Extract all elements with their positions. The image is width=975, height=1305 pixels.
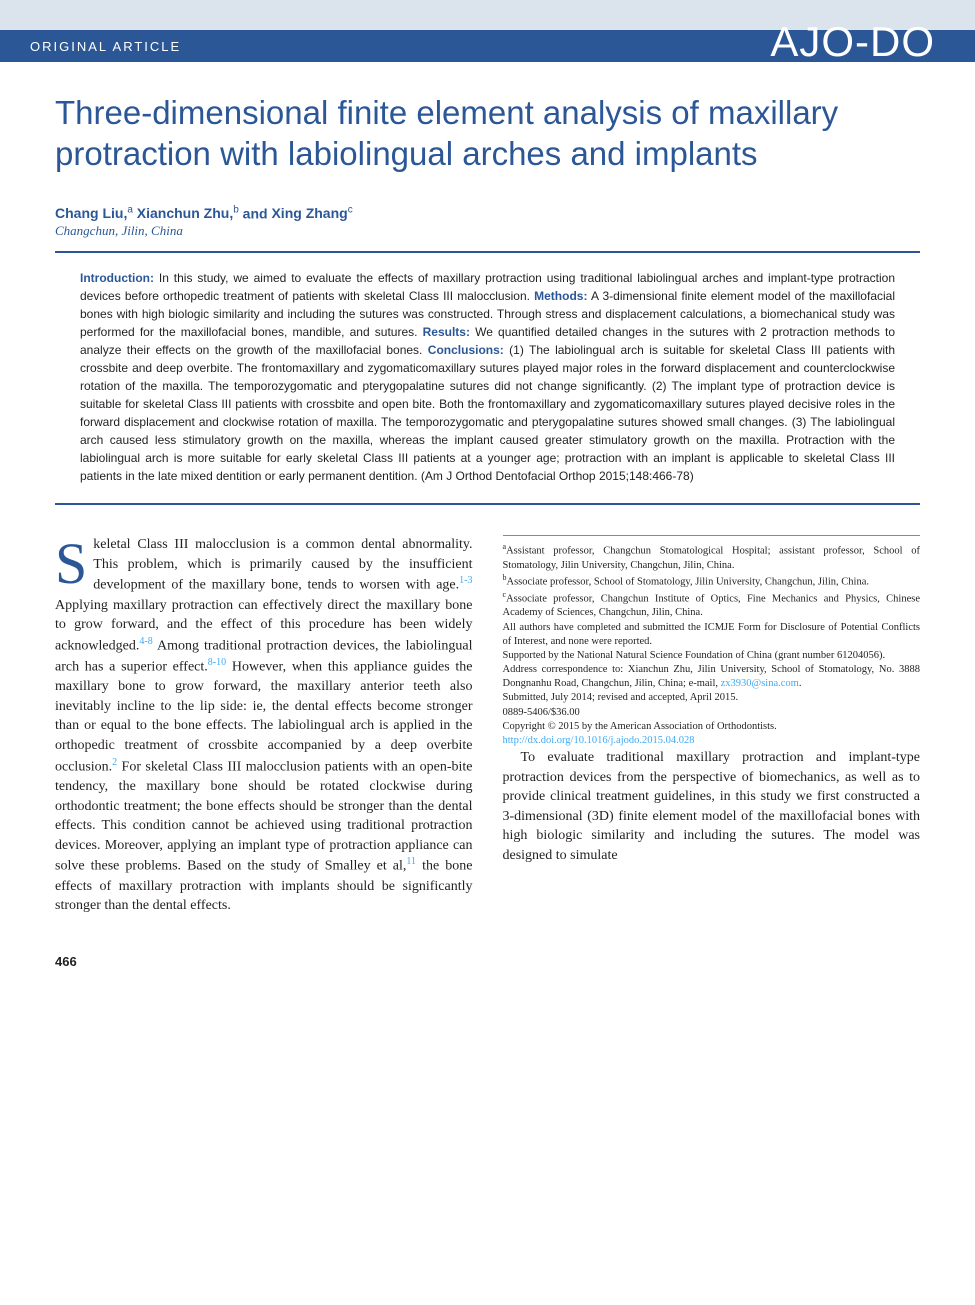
page-content: Three-dimensional finite element analysi… [0, 62, 975, 936]
footnote-c: cAssociate professor, Changchun Institut… [503, 590, 921, 621]
footnotes: aAssistant professor, Changchun Stomatol… [503, 535, 921, 748]
correspondence-email-link[interactable]: zx3930@sina.com [721, 678, 799, 689]
ref-11[interactable]: 11 [406, 856, 416, 867]
abstract: Introduction: In this study, we aimed to… [55, 269, 920, 485]
author-1: Chang Liu,a [55, 205, 133, 221]
author-3: Xing Zhangc [271, 205, 352, 221]
page-number: 466 [0, 936, 975, 979]
abstract-methods-label: Methods: [534, 289, 587, 303]
footnote-submitted: Submitted, July 2014; revised and accept… [503, 691, 921, 705]
abstract-conclusions-text: (1) The labiolingual arch is suitable fo… [80, 343, 895, 483]
article-type-label: ORIGINAL ARTICLE [30, 39, 181, 54]
footnote-a: aAssistant professor, Changchun Stomatol… [503, 542, 921, 573]
header: AJO-DO ORIGINAL ARTICLE [0, 0, 975, 62]
ref-1-3[interactable]: 1-3 [459, 575, 472, 586]
journal-logo: AJO-DO [770, 18, 935, 66]
affiliation-location: Changchun, Jilin, China [55, 223, 920, 239]
p1-seg1: keletal Class III malocclusion is a comm… [93, 537, 472, 593]
divider-bottom [55, 503, 920, 505]
drop-cap: S [55, 535, 93, 588]
abstract-results-label: Results: [423, 325, 470, 339]
p1-seg5: guides the maxillary bone to grow forwar… [55, 660, 473, 775]
footnote-disclosure: All authors have completed and submitted… [503, 621, 921, 649]
authors-line: Chang Liu,a Xianchun Zhu,b and Xing Zhan… [55, 205, 920, 222]
ref-4-8[interactable]: 4-8 [139, 636, 152, 647]
footnote-support: Supported by the National Natural Scienc… [503, 649, 921, 663]
paragraph-1: Skeletal Class III malocclusion is a com… [55, 535, 473, 916]
footnote-copyright: Copyright © 2015 by the American Associa… [503, 720, 921, 734]
paragraph-2: To evaluate traditional maxillary protra… [503, 748, 921, 866]
divider-top [55, 251, 920, 253]
footnote-issn: 0889-5406/$36.00 [503, 706, 921, 720]
footnote-b: bAssociate professor, School of Stomatol… [503, 573, 921, 590]
p1-seg4: However, when this appliance [226, 660, 413, 675]
footnote-correspondence: Address correspondence to: Xianchun Zhu,… [503, 663, 921, 691]
abstract-conclusions-label: Conclusions: [428, 343, 504, 357]
author-2: Xianchun Zhu,b [137, 205, 239, 221]
ref-8-10[interactable]: 8-10 [208, 657, 226, 668]
doi-link[interactable]: http://dx.doi.org/10.1016/j.ajodo.2015.0… [503, 735, 695, 746]
article-title: Three-dimensional finite element analysi… [55, 92, 920, 175]
abstract-intro-label: Introduction: [80, 271, 154, 285]
body-text: Skeletal Class III malocclusion is a com… [55, 535, 920, 916]
